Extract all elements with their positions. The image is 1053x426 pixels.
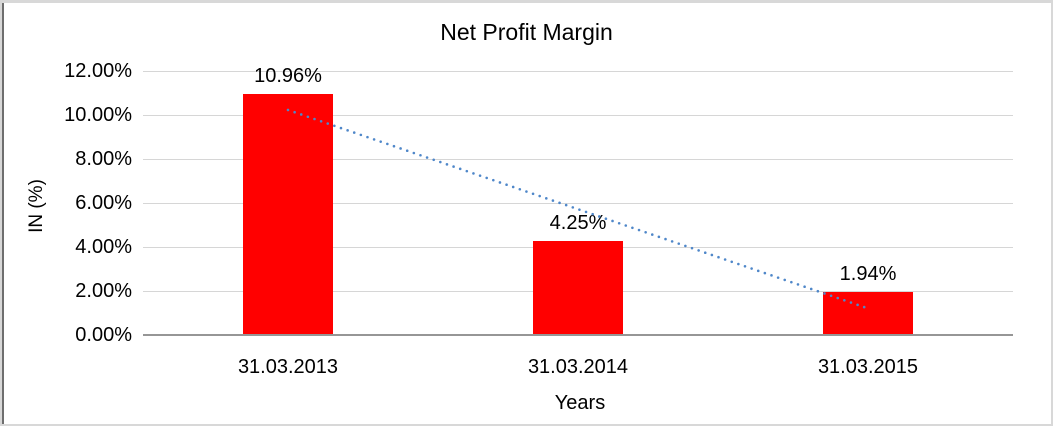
bar	[823, 292, 913, 335]
y-tick-label: 2.00%	[75, 280, 132, 302]
bar	[533, 241, 623, 335]
y-tick-label: 4.00%	[75, 236, 132, 258]
chart-stage: Net Profit Margin IN (%) Years 0.00% 2.00…	[2, 3, 1051, 424]
bar-data-label: 4.25%	[549, 212, 607, 234]
y-tick-label: 0.00%	[75, 324, 132, 346]
chart-title: Net Profit Margin	[440, 19, 613, 45]
x-tick-label: 31.03.2015	[817, 356, 919, 378]
y-tick-label: 8.00%	[75, 148, 132, 170]
x-axis-title: Years	[554, 392, 606, 414]
y-tick-label: 10.00%	[64, 104, 132, 126]
x-tick-label: 31.03.2014	[527, 356, 629, 378]
y-tick-label: 6.00%	[75, 192, 132, 214]
bar-data-label: 1.94%	[839, 263, 897, 285]
gridline	[143, 71, 1013, 72]
y-tick-label: 12.00%	[64, 60, 132, 82]
x-axis-line	[143, 334, 1013, 336]
bar	[243, 94, 333, 335]
bar-data-label: 10.96%	[254, 65, 322, 87]
x-tick-label: 31.03.2013	[237, 356, 339, 378]
